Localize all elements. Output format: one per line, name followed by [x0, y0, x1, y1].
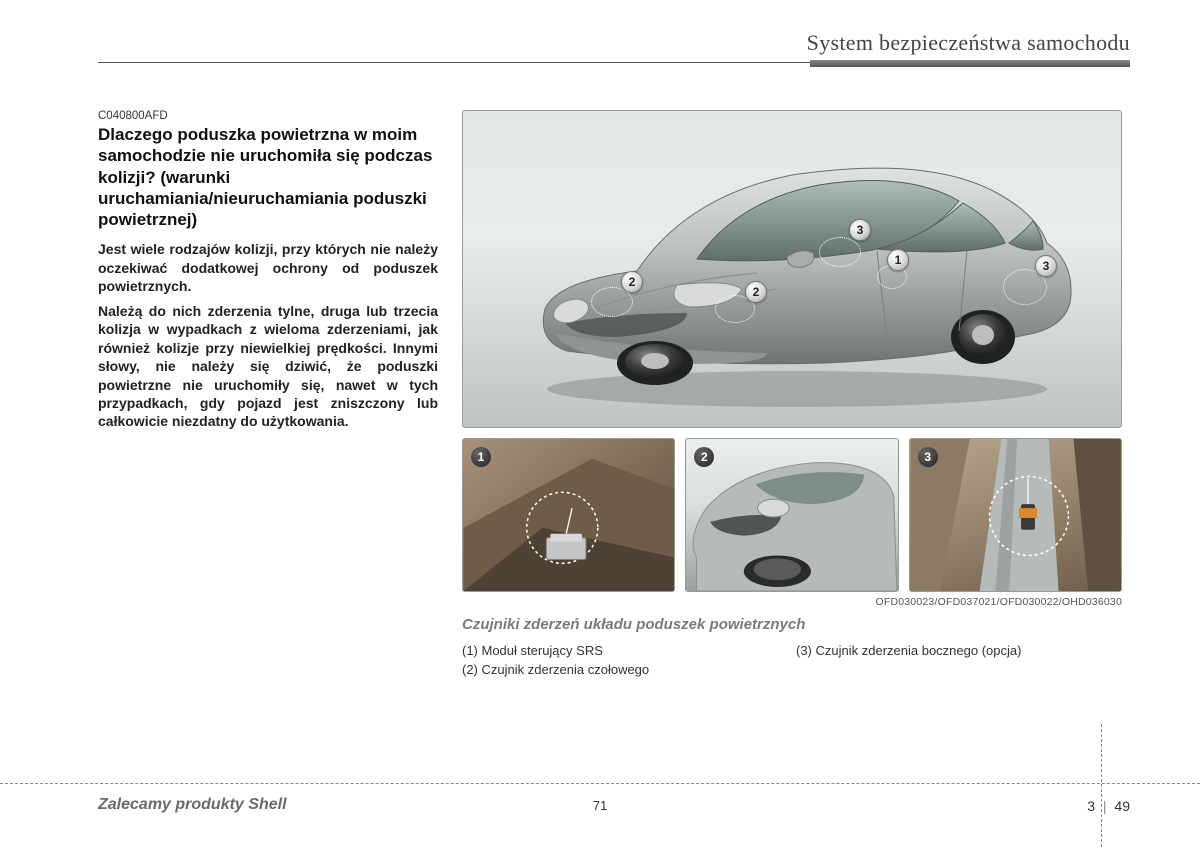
main-figure: 1 2 2 3 3	[462, 110, 1122, 428]
page-header: System bezpieczeństwa samochodu	[98, 30, 1130, 84]
thumb3-svg	[910, 439, 1121, 591]
callout-3: 3	[1035, 255, 1057, 277]
chapter-title: System bezpieczeństwa samochodu	[807, 30, 1130, 56]
sensor-ring	[819, 237, 861, 267]
legend: (1) Moduł sterujący SRS (2) Czujnik zder…	[462, 643, 1130, 681]
section-number: 3	[1087, 798, 1095, 814]
legend-item: (3) Czujnik zderzenia bocznego (opcja)	[796, 643, 1130, 658]
reference-code: C040800AFD	[98, 110, 438, 122]
thumb-badge: 1	[471, 447, 491, 467]
thumb-badge: 3	[918, 447, 938, 467]
legend-item: (2) Czujnik zderzenia czołowego	[462, 662, 796, 677]
callout-1: 1	[887, 249, 909, 271]
footer-note: Zalecamy produkty Shell	[98, 796, 287, 814]
manual-page-number: 3 | 49	[1087, 798, 1130, 814]
thumb2-svg	[686, 439, 897, 591]
pdf-page-number: 71	[593, 798, 607, 813]
car-illustration	[527, 131, 1083, 411]
section-heading: Dlaczego poduszka powietrzna w moim samo…	[98, 124, 438, 230]
paragraph: Jest wiele rodzajów kolizji, przy któryc…	[98, 240, 438, 295]
page-footer: Zalecamy produkty Shell 71 3 | 49	[0, 783, 1200, 823]
figure-code: OFD030023/OFD037021/OFD030022/OHD036030	[462, 596, 1122, 608]
paragraph: Należą do nich zderzenia tylne, druga lu…	[98, 302, 438, 431]
figure-title: Czujniki zderzeń układu poduszek powietr…	[462, 616, 1130, 633]
callout-3: 3	[849, 219, 871, 241]
callout-2: 2	[745, 281, 767, 303]
thumb1-svg	[463, 439, 674, 591]
text-column: C040800AFD Dlaczego poduszka powietrzna …	[98, 110, 438, 681]
thumb-2: 2	[685, 438, 898, 592]
page-number: 49	[1114, 798, 1130, 814]
figure-column: 1 2 2 3 3 1	[462, 110, 1130, 681]
legend-item: (1) Moduł sterujący SRS	[462, 643, 796, 658]
separator: |	[1103, 798, 1107, 814]
car-svg	[527, 131, 1083, 411]
callout-2: 2	[621, 271, 643, 293]
header-bar	[810, 60, 1130, 67]
thumb-1: 1	[462, 438, 675, 592]
thumb-3: 3	[909, 438, 1122, 592]
thumbnail-row: 1 2	[462, 438, 1122, 592]
content: C040800AFD Dlaczego poduszka powietrzna …	[98, 110, 1130, 681]
